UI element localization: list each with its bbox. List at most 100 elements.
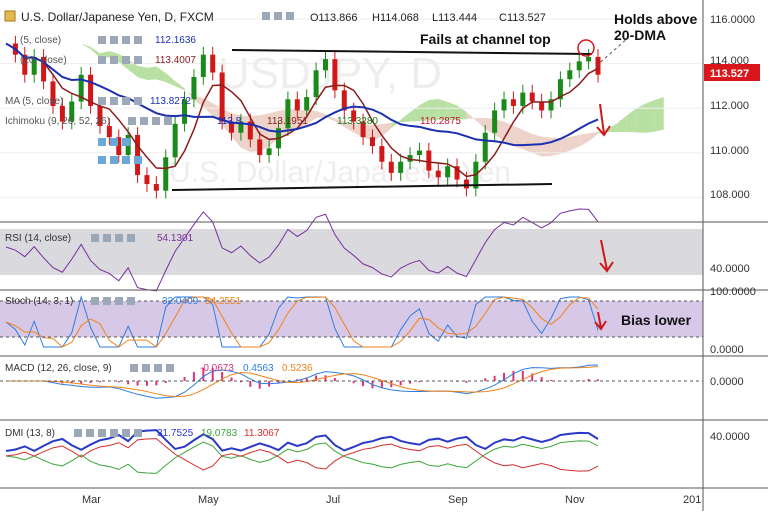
legend-controls-2[interactable] (98, 56, 142, 64)
candle-body (153, 184, 159, 191)
candle-body (97, 105, 103, 127)
candle-body (200, 54, 206, 77)
candle-body (510, 99, 516, 106)
macd-tick-0: 0.0000 (710, 376, 744, 388)
rsi-label: RSI (14, close) (5, 233, 71, 244)
ohlc-low: L113.444 (432, 12, 477, 24)
ohlc-high: H114.068 (372, 12, 419, 24)
legend-controls-5[interactable] (98, 138, 142, 164)
di-minus-line (5, 438, 599, 472)
candle-body (520, 92, 526, 106)
candle-body (586, 56, 592, 62)
cloud-segment (654, 96, 664, 132)
price-tick-112: 112.000 (710, 100, 749, 112)
cloud-segment (579, 133, 589, 147)
candle-body (59, 105, 65, 122)
candle-body (163, 157, 169, 191)
candle-body (31, 56, 37, 75)
candle-body (144, 175, 150, 185)
cloud-segment (626, 108, 636, 133)
cloud-segment (447, 101, 458, 121)
candle-body (576, 61, 582, 71)
down-arrow-icon (594, 103, 614, 331)
current-price-label: 113.527 (710, 68, 749, 80)
adx-line (5, 429, 599, 452)
legend-ichimoku: Ichimoku (9, 26, 52, 26) (5, 116, 110, 127)
ichimoku-v3: 113.3280 (337, 116, 378, 127)
cloud-segment (334, 118, 345, 128)
cloud-segment (316, 110, 326, 119)
candle-body (238, 121, 244, 133)
cloud-segment (137, 65, 147, 81)
cloud-segment (522, 129, 533, 153)
cloud-segment (457, 105, 467, 120)
dmi-controls[interactable] (74, 429, 142, 437)
candle-body (369, 137, 375, 147)
candle-body (426, 150, 432, 171)
candle-body (257, 139, 263, 156)
symbol-title: U.S. Dollar/Japanese Yen, D, FXCM (21, 10, 214, 24)
cloud-segment (344, 121, 354, 133)
settings-icon[interactable] (262, 12, 294, 20)
cloud-segment (607, 123, 617, 132)
x-tick-mar: Mar (82, 494, 101, 506)
channel-bottom-line (171, 183, 553, 191)
legend-controls[interactable] (98, 36, 142, 44)
cloud-segment (588, 131, 598, 142)
legend-controls-4[interactable] (128, 117, 172, 125)
cloud-segment (203, 98, 213, 117)
candle-body (567, 70, 573, 80)
watermark-sub: U.S. Dollar/Japanese Yen (169, 156, 511, 189)
candle-body (294, 99, 300, 111)
ohlc-open: O113.866 (310, 12, 358, 24)
stoch-controls[interactable] (91, 297, 135, 305)
stoch-d-value: 54.2551 (205, 296, 242, 307)
candle-body (492, 110, 498, 133)
macd-controls[interactable] (130, 364, 174, 372)
cloud-segment (156, 66, 166, 83)
cloud-segment (175, 81, 185, 91)
candle-body (351, 110, 357, 122)
stoch-band (0, 301, 703, 337)
candle-body (539, 101, 545, 111)
cloud-segment (466, 111, 476, 121)
candle-body (388, 161, 394, 173)
rsi-controls[interactable] (91, 234, 135, 242)
indicator-lines (5, 208, 599, 474)
candle-body (172, 123, 178, 158)
ma-slow-line (5, 42, 599, 147)
candle-body (548, 99, 554, 111)
dmi-plus-value: 19.0783 (201, 428, 238, 439)
header-icon[interactable] (4, 10, 16, 22)
candle-body (463, 179, 469, 189)
dmi-label: DMI (13, 8) (5, 428, 55, 439)
candle-body (41, 56, 47, 82)
dma-hold-note-1: Holds above (614, 11, 697, 27)
macd-label: MACD (12, 26, close, 9) (5, 363, 112, 374)
candle-body (322, 59, 328, 71)
candle-body (407, 155, 413, 162)
di-plus-line (5, 440, 599, 474)
candle-body (416, 150, 422, 156)
candle-body (313, 70, 319, 98)
legend-ma5: (5, close) (20, 35, 61, 46)
dma-hold-note-2: 20-DMA (614, 27, 666, 43)
ichimoku-v1: 113.8 (217, 116, 242, 127)
macd-line-value: 0.4563 (243, 363, 274, 374)
legend-ma20: (20, close) (20, 55, 67, 66)
watermark: USDJPY, D (218, 49, 442, 98)
cloud-segment (90, 46, 100, 58)
price-tick-108: 108.000 (710, 189, 750, 201)
candle-body (529, 92, 535, 102)
candle-body (191, 76, 197, 100)
cloud-segment (400, 112, 411, 123)
cloud-segment (616, 115, 627, 133)
legend-controls-3[interactable] (98, 97, 142, 105)
cloud-segment (428, 98, 439, 121)
stoch-k-line (5, 295, 599, 348)
rejection-circle (577, 39, 595, 57)
cloud-segment (381, 122, 392, 137)
